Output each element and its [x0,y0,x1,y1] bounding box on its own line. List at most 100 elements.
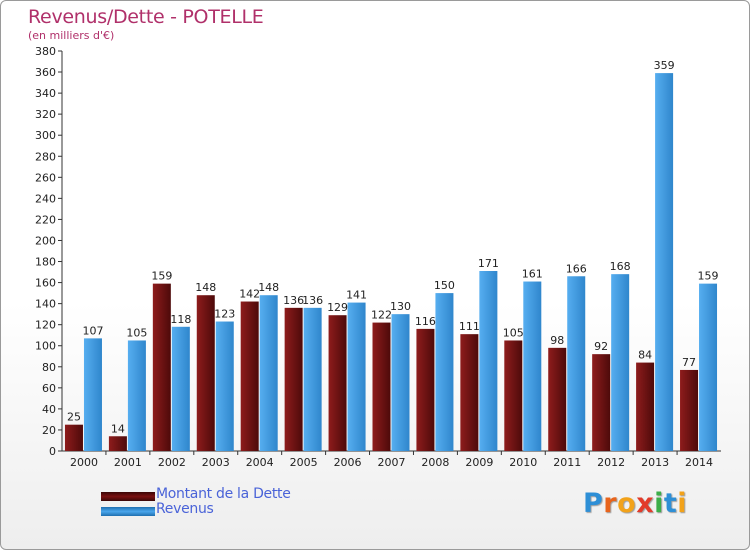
y-tick-label: 0 [49,445,56,458]
x-tick-label: 2011 [553,456,581,469]
x-tick-label: 2004 [246,456,274,469]
bar-dette [416,328,435,451]
bars [64,73,718,452]
label-dette: 14 [111,422,125,435]
y-tick-label: 200 [35,234,56,247]
label-revenus: 123 [214,308,235,321]
bar-dette [196,295,215,451]
legend-swatch-revenus [101,507,155,516]
label-dette: 129 [327,301,348,314]
bar-revenus [215,321,234,451]
label-revenus: 150 [434,279,455,292]
legend-label-dette: Montant de la Dette [156,486,291,502]
label-dette: 105 [503,326,524,339]
bar-dette [548,347,567,451]
label-revenus: 141 [346,289,367,302]
label-dette: 111 [459,320,480,333]
label-dette: 84 [638,349,652,362]
bar-revenus [83,338,102,451]
x-tick-label: 2006 [334,456,362,469]
label-dette: 25 [67,411,81,424]
y-tick-label: 120 [35,319,56,332]
bar-dette [372,322,391,451]
label-revenus: 105 [126,326,147,339]
label-dette: 77 [682,356,696,369]
bar-dette [680,369,699,451]
chart-title: Revenus/Dette - POTELLE [28,6,264,28]
bar-revenus [479,271,498,451]
x-tick-label: 2000 [70,456,98,469]
label-dette: 136 [283,294,304,307]
label-dette: 92 [594,340,608,353]
y-tick-label: 260 [35,171,56,184]
label-revenus: 359 [654,59,675,72]
label-dette: 142 [239,288,260,301]
y-tick-label: 340 [35,87,56,100]
bar-dette [504,340,523,451]
y-tick-label: 140 [35,298,56,311]
y-tick-label: 280 [35,150,56,163]
label-revenus: 166 [566,262,587,275]
label-dette: 116 [415,315,436,328]
x-tick-label: 2013 [641,456,669,469]
y-tick-label: 300 [35,129,56,142]
y-tick-label: 220 [35,213,56,226]
bar-revenus [127,340,146,451]
bar-revenus [655,73,674,452]
x-tick-label: 2014 [685,456,713,469]
label-revenus: 168 [610,260,631,273]
label-revenus: 118 [170,313,191,326]
legend-label-revenus: Revenus [156,501,214,517]
y-tick-label: 180 [35,256,56,269]
legend-swatch-dette [101,492,155,501]
bar-dette [328,315,347,451]
chart-subtitle: (en milliers d'€) [28,29,115,42]
bar-revenus [259,295,278,451]
bar-dette [152,283,171,451]
proxiti-logo: Proxiti [583,488,688,519]
y-tick-label: 240 [35,192,56,205]
label-dette: 98 [550,334,564,347]
bar-revenus [303,307,322,451]
bar-revenus [347,302,366,451]
y-tick-label: 380 [35,45,56,58]
bar-revenus [699,283,718,451]
x-tick-label: 2003 [202,456,230,469]
label-revenus: 107 [82,324,103,337]
y-tick-label: 100 [35,340,56,353]
y-tick-label: 320 [35,108,56,121]
bar-revenus [523,281,542,451]
x-tick-label: 2008 [421,456,449,469]
bar-dette [460,334,479,451]
x-tick-label: 2007 [378,456,406,469]
bar-revenus [567,276,586,451]
y-tick-label: 20 [42,424,56,437]
x-tick-label: 2005 [290,456,318,469]
data-labels: 2510714105159118148123142148136136129141… [67,59,719,435]
label-revenus: 161 [522,268,543,281]
x-tick-label: 2012 [597,456,625,469]
x-tick-label: 2010 [509,456,537,469]
bar-dette [636,362,655,451]
bar-revenus [171,326,190,451]
x-tick-label: 2002 [158,456,186,469]
label-dette: 159 [151,270,172,283]
y-tick-label: 80 [42,361,56,374]
y-tick-label: 160 [35,277,56,290]
x-tick-label: 2009 [465,456,493,469]
bar-revenus [391,314,410,451]
label-revenus: 148 [258,281,279,294]
y-tick-label: 360 [35,66,56,79]
bar-dette [108,436,127,451]
bar-dette [592,354,611,451]
bar-revenus [435,293,454,451]
label-revenus: 136 [302,294,323,307]
y-tick-label: 60 [42,382,56,395]
label-dette: 148 [195,281,216,294]
bar-dette [284,307,303,451]
label-dette: 122 [371,309,392,322]
label-revenus: 171 [478,257,499,270]
label-revenus: 130 [390,300,411,313]
y-tick-label: 40 [42,403,56,416]
